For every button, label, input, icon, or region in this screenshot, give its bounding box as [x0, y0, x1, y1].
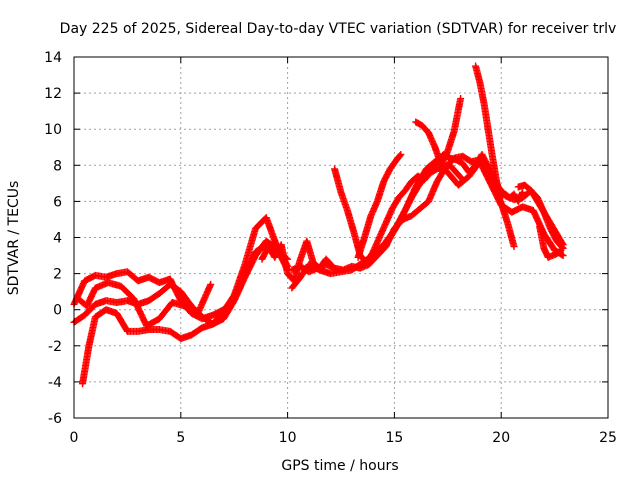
data-point — [396, 152, 404, 160]
y-tick-label-9: 12 — [44, 86, 62, 102]
x-tick-label-3: 15 — [385, 430, 403, 446]
axis-ticks: 0 5 10 15 20 25 -6 -4 -2 0 2 4 6 8 10 12 14 — [44, 50, 617, 446]
y-tick-label-10: 14 — [44, 50, 62, 66]
data-point — [519, 188, 527, 196]
y-tick-label-6: 6 — [53, 194, 62, 210]
x-tick-label-5: 25 — [599, 430, 617, 446]
data-point — [457, 95, 465, 103]
series-track-j — [412, 95, 465, 169]
data-point — [510, 243, 518, 251]
data-point — [559, 252, 567, 260]
series-track-c — [79, 214, 292, 388]
x-tick-label-1: 5 — [176, 430, 185, 446]
data-point — [397, 150, 405, 158]
y-tick-label-3: 0 — [53, 303, 62, 319]
data-point — [556, 247, 564, 255]
x-tick-label-4: 20 — [492, 430, 510, 446]
y-tick-label-2: -2 — [48, 339, 62, 355]
series-track-g — [331, 161, 467, 267]
y-tick-label-1: -4 — [48, 375, 62, 391]
data-point — [328, 262, 336, 270]
y-axis-label: SDTVAR / TECUs — [6, 181, 22, 296]
data-point — [459, 176, 467, 184]
data-point — [328, 261, 336, 269]
x-tick-label-2: 10 — [279, 430, 297, 446]
data-markers — [70, 62, 567, 388]
y-tick-label-8: 10 — [44, 122, 62, 138]
y-tick-label-5: 4 — [53, 231, 62, 247]
data-point — [458, 175, 466, 183]
x-tick-label-0: 0 — [70, 430, 79, 446]
series-track-m — [258, 237, 336, 285]
y-tick-label-0: -6 — [48, 411, 62, 427]
chart-title: Day 225 of 2025, Sidereal Day-to-day VTE… — [60, 21, 617, 37]
data-point — [557, 246, 565, 254]
x-axis-label: GPS time / hours — [281, 458, 398, 474]
data-point — [207, 280, 215, 288]
series-track-d — [74, 279, 215, 330]
y-tick-label-7: 8 — [53, 158, 62, 174]
series-track-n — [536, 223, 565, 261]
y-tick-label-4: 2 — [53, 267, 62, 283]
series-track-k — [472, 62, 527, 205]
grid-lines — [74, 57, 608, 418]
series-track-h — [354, 150, 405, 261]
series-track-l — [514, 181, 567, 252]
